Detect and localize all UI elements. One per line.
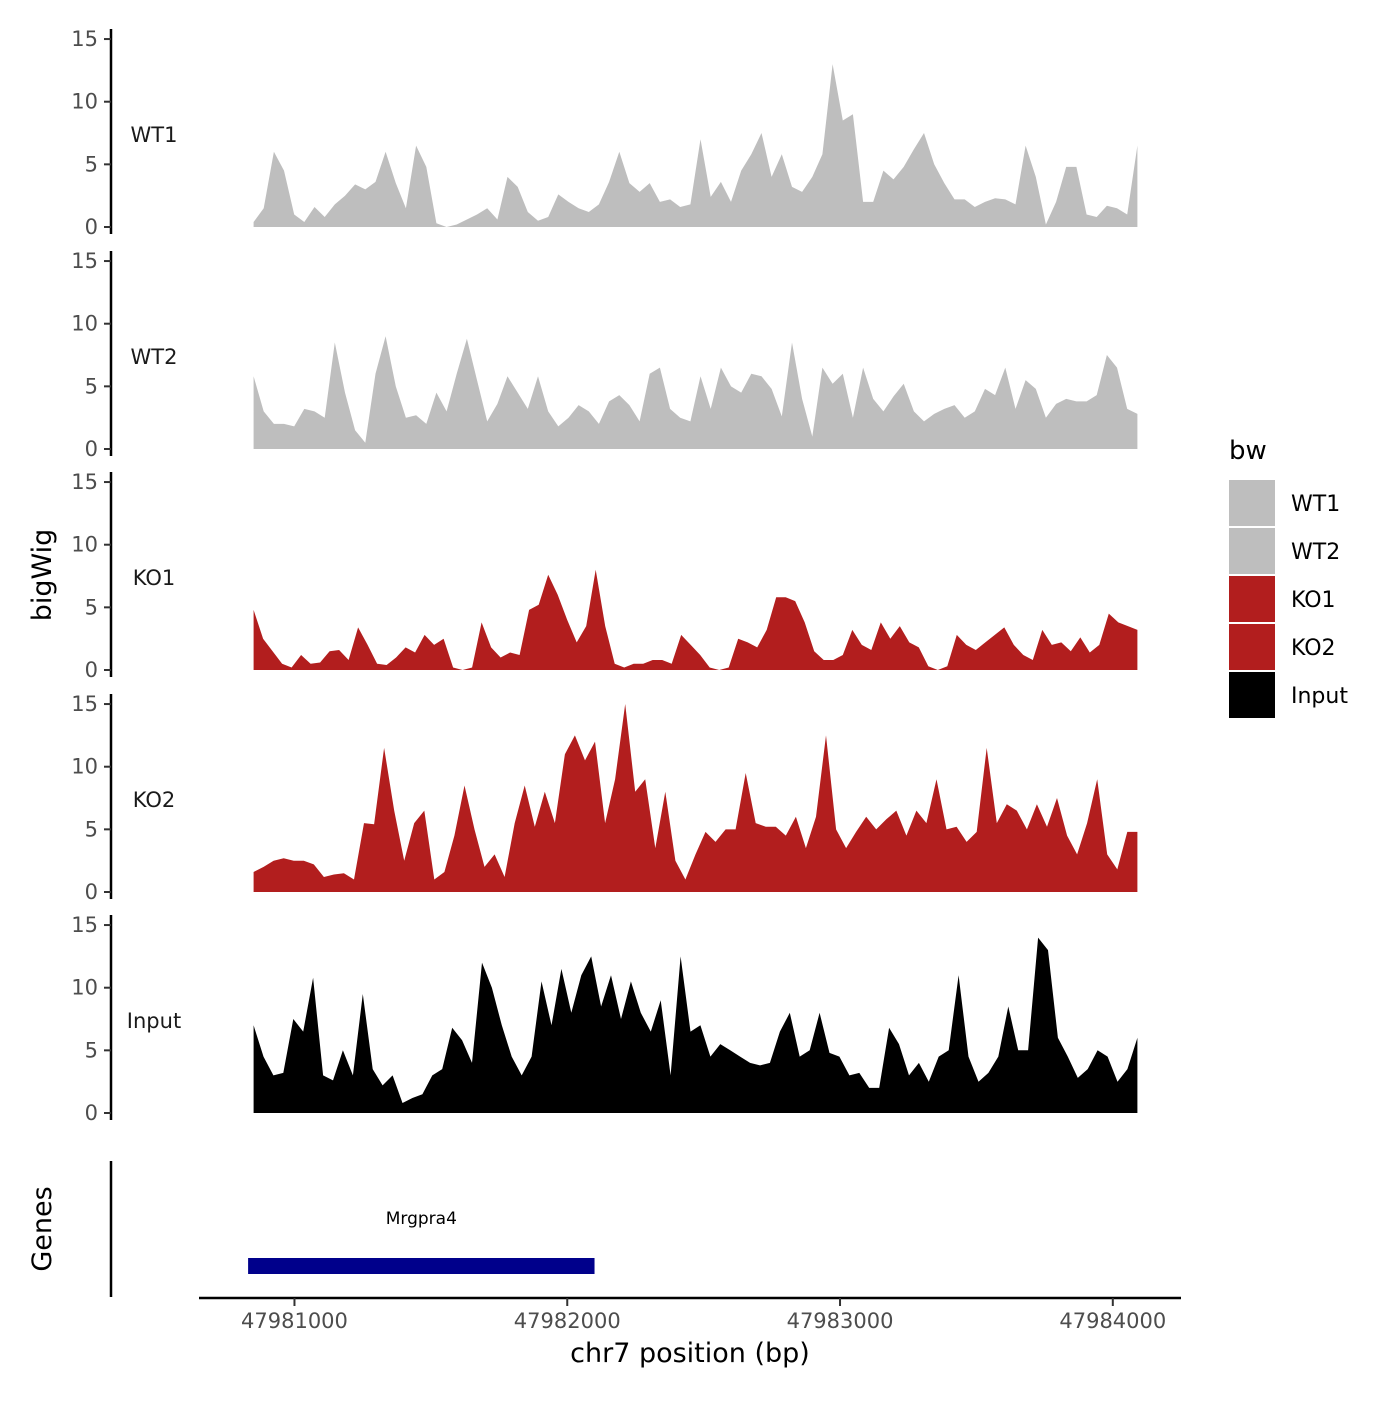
legend-swatch bbox=[1229, 672, 1275, 718]
y-tick-label: 10 bbox=[71, 755, 98, 779]
y-tick-label: 5 bbox=[85, 1038, 98, 1062]
signal-area bbox=[253, 64, 1138, 227]
signal-area bbox=[253, 569, 1138, 670]
gene-label: Mrgpra4 bbox=[386, 1209, 457, 1229]
y-tick-label: 0 bbox=[85, 880, 98, 904]
gene-track: Genes Mrgpra4 bbox=[27, 1161, 595, 1297]
x-tick-label: 47984000 bbox=[1059, 1309, 1166, 1333]
y-tick-label: 5 bbox=[85, 374, 98, 398]
y-tick-label: 10 bbox=[71, 90, 98, 114]
signal-area bbox=[253, 704, 1138, 892]
x-tick-label: 47983000 bbox=[787, 1309, 894, 1333]
legend-label: WT2 bbox=[1291, 540, 1340, 565]
legend-title: bw bbox=[1229, 436, 1267, 466]
y-tick-label: 0 bbox=[85, 215, 98, 239]
track-panel-input: 0 5 10 15 Input bbox=[71, 913, 1138, 1125]
legend-swatch bbox=[1229, 528, 1275, 574]
y-tick-label: 10 bbox=[71, 976, 98, 1000]
y-tick-label: 15 bbox=[71, 249, 98, 273]
signal-area bbox=[253, 937, 1138, 1113]
y-tick-label: 0 bbox=[85, 658, 98, 682]
legend-label: WT1 bbox=[1291, 492, 1340, 517]
legend-swatch bbox=[1229, 576, 1275, 622]
y-tick-label: 5 bbox=[85, 152, 98, 176]
x-axis: chr7 position (bp) 47981000 47982000 47983… bbox=[199, 1296, 1181, 1369]
y-tick-label: 0 bbox=[85, 1101, 98, 1125]
y-tick-label: 10 bbox=[71, 312, 98, 336]
track-panel-ko1: 0 5 10 15 KO1 bbox=[71, 470, 1138, 682]
signal-area bbox=[253, 336, 1138, 449]
legend-label: KO2 bbox=[1291, 636, 1336, 661]
y-tick-label: 15 bbox=[71, 692, 98, 716]
y-tick-label: 10 bbox=[71, 533, 98, 557]
legend-label: KO1 bbox=[1291, 588, 1336, 613]
tracks-layer: 0 5 10 15 WT1 0 5 10 15 WT2 0 5 10 15 KO1 0 5 10 15 KO2 0 5 10… bbox=[71, 27, 1138, 1125]
legend-swatch bbox=[1229, 624, 1275, 670]
y-tick-label: 15 bbox=[71, 470, 98, 494]
x-tick-label: 47982000 bbox=[514, 1309, 621, 1333]
track-label: Input bbox=[127, 1009, 181, 1033]
legend: bw WT1 WT2 KO1 KO2 Input bbox=[1229, 436, 1348, 718]
legend-swatch bbox=[1229, 480, 1275, 526]
gene-body bbox=[248, 1258, 595, 1274]
genes-axis-title: Genes bbox=[27, 1186, 58, 1271]
y-tick-label: 0 bbox=[85, 437, 98, 461]
track-panel-ko2: 0 5 10 15 KO2 bbox=[71, 692, 1138, 904]
track-panel-wt1: 0 5 10 15 WT1 bbox=[71, 27, 1138, 239]
track-label: WT2 bbox=[131, 345, 178, 369]
y-tick-label: 5 bbox=[85, 817, 98, 841]
x-axis-title: chr7 position (bp) bbox=[570, 1338, 810, 1369]
y-axis-title: bigWig bbox=[27, 529, 58, 622]
track-label: WT1 bbox=[131, 123, 178, 147]
track-label: KO1 bbox=[133, 566, 176, 590]
legend-label: Input bbox=[1291, 684, 1348, 709]
track-label: KO2 bbox=[133, 788, 176, 812]
track-panel-wt2: 0 5 10 15 WT2 bbox=[71, 249, 1138, 461]
y-tick-label: 15 bbox=[71, 913, 98, 937]
y-tick-label: 15 bbox=[71, 27, 98, 51]
x-tick-label: 47981000 bbox=[241, 1309, 348, 1333]
y-tick-label: 5 bbox=[85, 595, 98, 619]
